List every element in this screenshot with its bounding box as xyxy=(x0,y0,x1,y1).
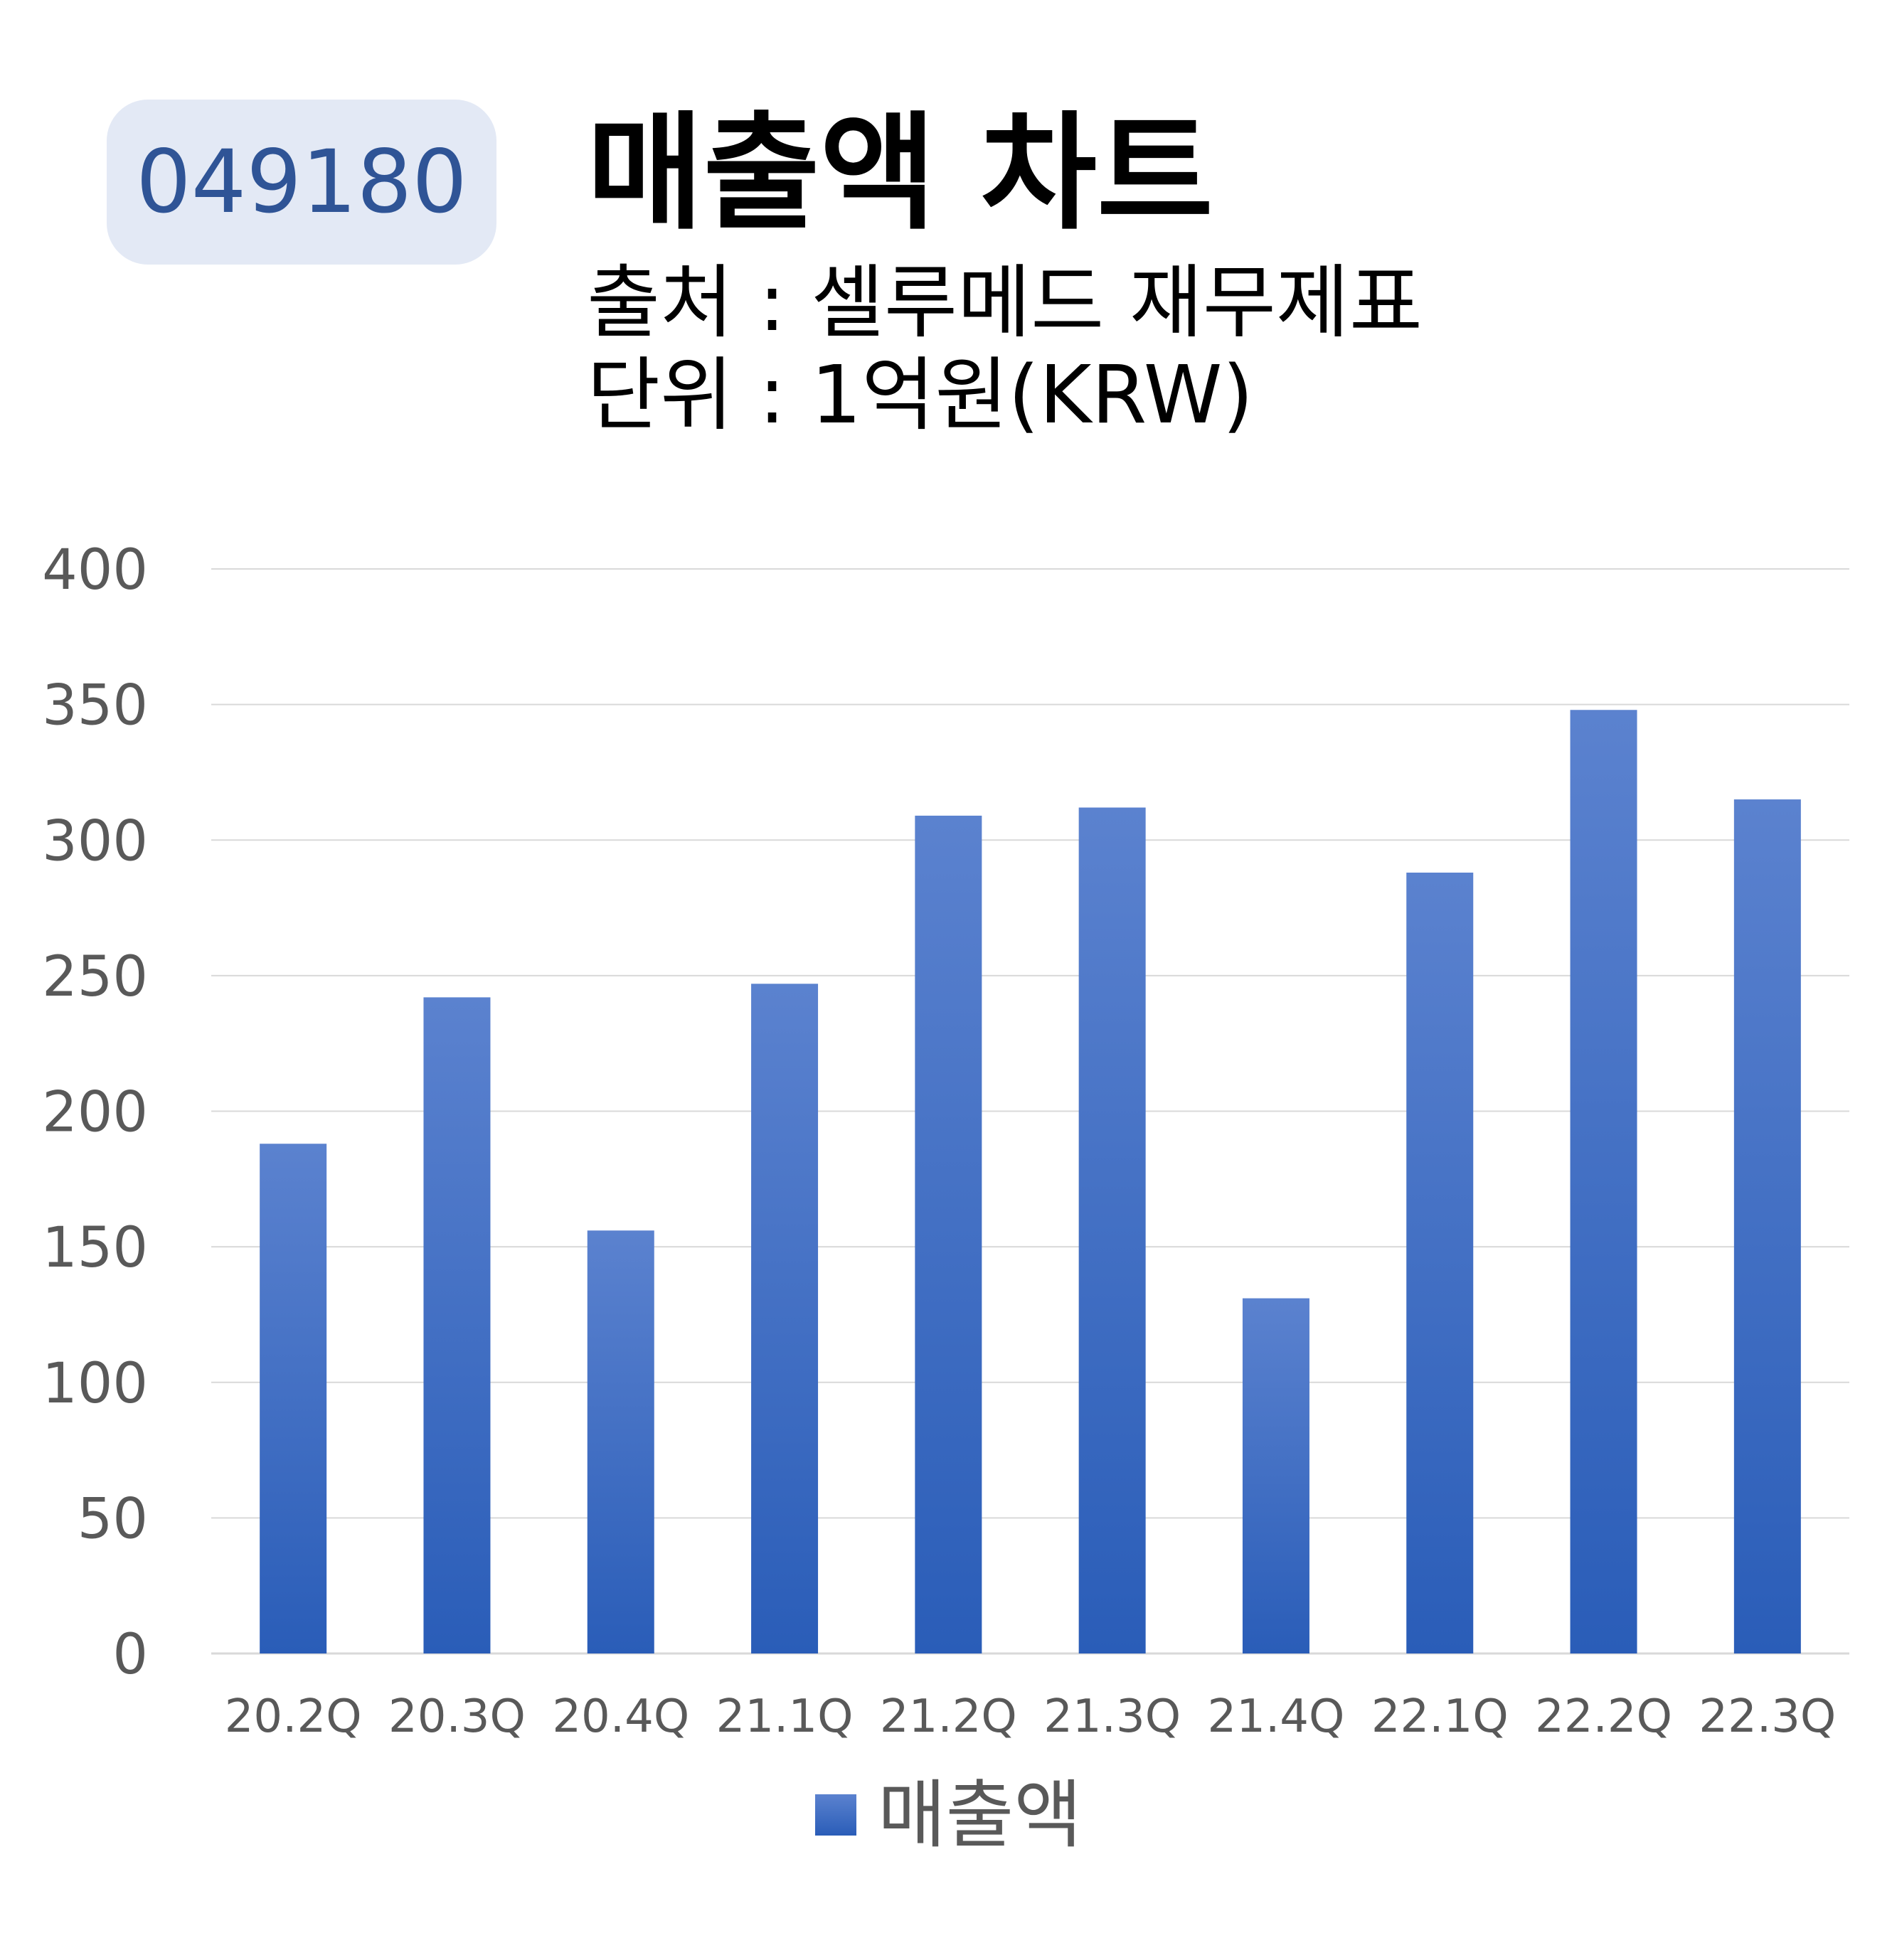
source-note: 출처 : 셀루메드 재무제표 xyxy=(587,257,1423,349)
chart-title: 매출액 차트 xyxy=(587,100,1213,247)
x-tick-label: 21.4Q xyxy=(1208,1690,1345,1743)
legend-label: 매출액 xyxy=(877,1772,1083,1858)
unit-note: 단위 : 1억원(KRW) xyxy=(587,349,1254,442)
bar-22.1Q xyxy=(1406,873,1474,1653)
bar-22.2Q xyxy=(1570,710,1637,1653)
y-axis: 0 50 100 150 200 250 300 350 400 xyxy=(42,538,148,1687)
x-tick-label: 20.4Q xyxy=(552,1690,689,1743)
y-tick-label: 400 xyxy=(42,538,148,602)
x-tick-label: 22.3Q xyxy=(1699,1690,1836,1743)
x-tick-label: 21.3Q xyxy=(1043,1690,1181,1743)
x-tick-label: 22.1Q xyxy=(1371,1690,1509,1743)
x-tick-label: 20.2Q xyxy=(225,1690,362,1743)
y-tick-label: 350 xyxy=(42,674,148,738)
stock-code-badge: 049180 xyxy=(107,100,496,265)
bar-21.1Q xyxy=(751,984,819,1653)
x-tick-label: 20.3Q xyxy=(388,1690,526,1743)
y-tick-label: 250 xyxy=(42,945,148,1009)
legend-swatch xyxy=(814,1794,856,1836)
y-tick-label: 100 xyxy=(42,1352,148,1416)
legend: 매출액 xyxy=(0,1778,1897,1852)
bar-21.2Q xyxy=(915,815,982,1653)
stock-code: 049180 xyxy=(136,132,467,233)
y-tick-label: 300 xyxy=(42,809,148,873)
bar-20.3Q xyxy=(423,997,491,1653)
bar-21.4Q xyxy=(1242,1298,1309,1653)
bar-21.3Q xyxy=(1078,807,1146,1653)
y-tick-label: 150 xyxy=(42,1216,148,1280)
x-tick-label: 21.1Q xyxy=(716,1690,854,1743)
x-tick-label: 22.2Q xyxy=(1535,1690,1672,1743)
y-tick-label: 50 xyxy=(78,1487,148,1551)
bar-22.3Q xyxy=(1733,799,1801,1653)
bar-20.2Q xyxy=(260,1144,327,1653)
y-tick-label: 0 xyxy=(112,1623,148,1687)
x-tick-label: 21.2Q xyxy=(880,1690,1017,1743)
bar-20.4Q xyxy=(587,1230,654,1653)
y-tick-label: 200 xyxy=(42,1081,148,1145)
bars xyxy=(260,710,1801,1653)
x-axis: 20.2Q 20.3Q 20.4Q 21.1Q 21.2Q 21.3Q 21.4Q 22.1Q… xyxy=(225,1690,1837,1743)
